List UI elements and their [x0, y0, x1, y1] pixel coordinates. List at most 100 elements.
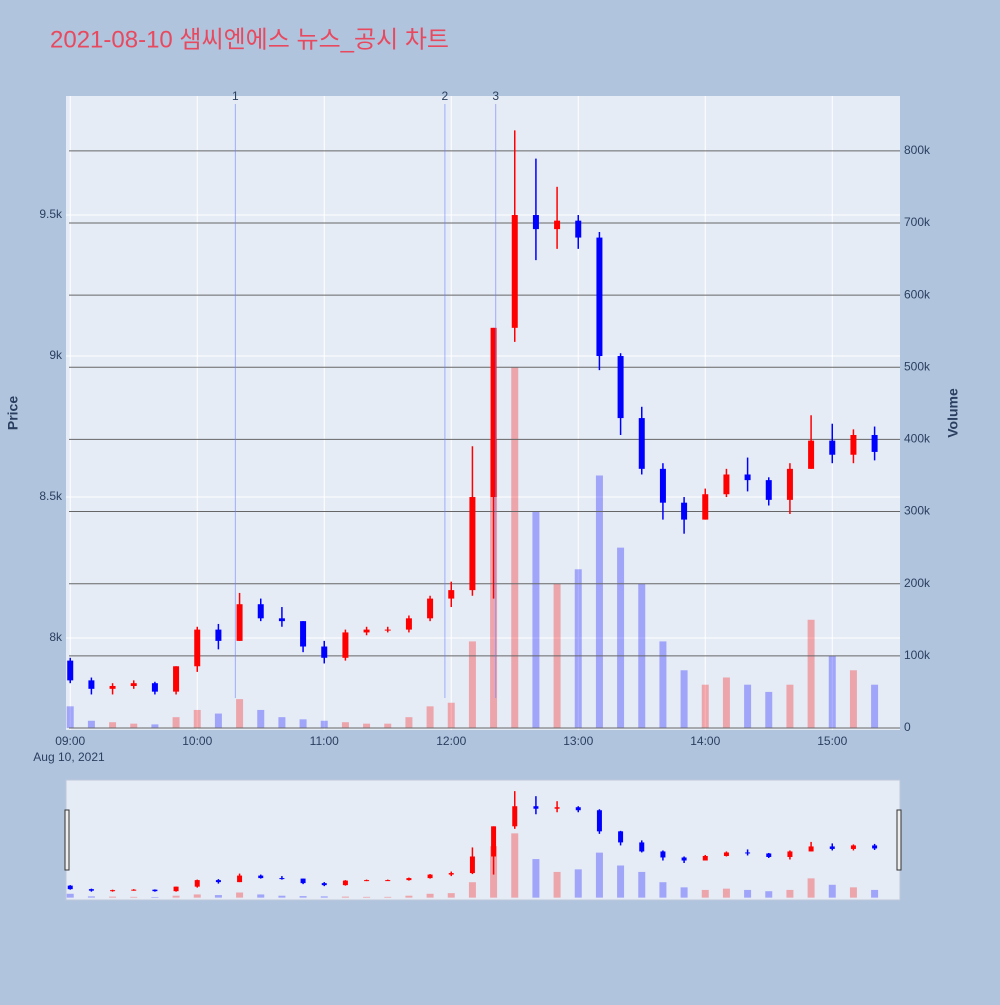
slider-volume-bar — [236, 892, 244, 898]
slider-volume-bar — [405, 895, 413, 898]
y2-tick-label: 300k — [904, 504, 931, 518]
candle-body — [130, 683, 137, 687]
volume-bar — [236, 699, 244, 728]
slider-volume-bar — [511, 833, 519, 898]
news-label: 2 — [442, 89, 449, 103]
candle-body — [363, 629, 370, 633]
y-axis-title: Price — [5, 396, 21, 430]
volume-bar — [828, 655, 836, 728]
candle-body — [342, 632, 349, 658]
slider-volume-bar — [765, 891, 773, 898]
slider-volume-bar — [87, 896, 95, 898]
volume-bar — [109, 722, 117, 728]
y-tick-label: 8k — [49, 630, 63, 644]
slider-candle-body — [787, 851, 793, 857]
slider-candle-body — [258, 875, 264, 879]
volume-bar — [278, 717, 286, 728]
slider-volume-bar — [214, 895, 222, 898]
y2-tick-label: 800k — [904, 143, 931, 157]
candle-body — [405, 618, 412, 630]
candle-body — [681, 502, 688, 520]
y2-tick-label: 200k — [904, 576, 931, 590]
candle-body — [215, 629, 222, 641]
volume-bar — [574, 569, 582, 728]
volume-bar — [299, 719, 307, 728]
slider-volume-bar — [193, 894, 201, 898]
volume-bar — [130, 723, 138, 728]
slider-volume-bar — [426, 893, 434, 898]
slider-candle-body — [406, 878, 412, 881]
slider-volume-bar — [278, 895, 286, 898]
slider-volume-bar — [617, 865, 625, 898]
candle-body — [300, 621, 307, 647]
slider-volume-bar — [638, 871, 646, 898]
candle-body — [786, 468, 793, 500]
slider-candle-body — [618, 831, 624, 843]
candle-body — [151, 683, 158, 692]
candle-body — [617, 356, 624, 419]
slider-candle-body — [850, 845, 856, 849]
candle-body — [659, 468, 666, 503]
slider-candle-body — [745, 852, 751, 854]
slider-handle[interactable] — [896, 809, 902, 871]
slider-candle-body — [279, 878, 285, 880]
slider-candle-body — [702, 855, 708, 861]
volume-bar — [680, 670, 688, 728]
slider-candle-body — [469, 856, 475, 874]
slider-volume-bar — [130, 896, 138, 898]
x-tick-label: 14:00 — [690, 734, 720, 748]
slider-candle-body — [131, 889, 137, 891]
slider-volume-bar — [849, 887, 857, 898]
volume-bar — [871, 684, 879, 728]
y-tick-label: 9.5k — [39, 207, 63, 221]
chart-title: 2021-08-10 샘씨엔에스 뉴스_공시 차트 — [50, 26, 449, 53]
y2-axis-title: Volume — [945, 388, 961, 438]
candle-body — [257, 604, 264, 619]
slider-candle-body — [364, 880, 370, 882]
slider-candle-body — [88, 889, 94, 891]
slider-volume-bar — [341, 896, 349, 898]
range-slider[interactable] — [65, 779, 901, 901]
volume-bar — [532, 511, 540, 728]
slider-candle-body — [194, 880, 200, 887]
volume-bar — [384, 723, 392, 728]
slider-volume-bar — [299, 896, 307, 898]
volume-bar — [511, 367, 519, 728]
volume-bar — [426, 706, 434, 728]
slider-volume-bar — [384, 896, 392, 898]
slider-candle-body — [67, 885, 73, 890]
slider-candle-body — [829, 846, 835, 849]
x-tick-label: 10:00 — [182, 734, 212, 748]
x-tick-label: 11:00 — [310, 734, 339, 748]
slider-candle-body — [152, 889, 158, 892]
candle-body — [448, 590, 455, 599]
volume-bar — [701, 684, 709, 728]
slider-candle-body — [660, 851, 666, 858]
volume-bar — [617, 547, 625, 728]
candle-body — [871, 434, 878, 452]
slider-volume-bar — [320, 896, 328, 898]
slider-candle-body — [448, 873, 454, 875]
candle-body — [236, 604, 243, 641]
slider-volume-bar — [786, 889, 794, 898]
x-tick-label: 12:00 — [436, 734, 466, 748]
volume-bar — [765, 691, 773, 728]
slider-handle[interactable] — [64, 809, 70, 871]
volume-bar — [87, 720, 95, 728]
volume-bar — [722, 677, 730, 728]
slider-volume-bar — [109, 896, 117, 898]
y2-tick-label: 0 — [904, 720, 911, 734]
x-tick-label: 15:00 — [817, 734, 847, 748]
slider-volume-bar — [722, 888, 730, 898]
candle-body — [850, 434, 857, 455]
candle-body — [702, 494, 709, 520]
slider-candle-body — [237, 875, 243, 883]
volume-bar — [786, 684, 794, 728]
volume-bar — [468, 641, 476, 728]
slider-volume-bar — [574, 869, 582, 898]
slider-candle-body — [766, 853, 772, 857]
candle-body — [67, 660, 74, 681]
y-tick-label: 9k — [49, 348, 63, 362]
candle-body — [744, 474, 751, 481]
slider-candle-body — [321, 883, 327, 886]
